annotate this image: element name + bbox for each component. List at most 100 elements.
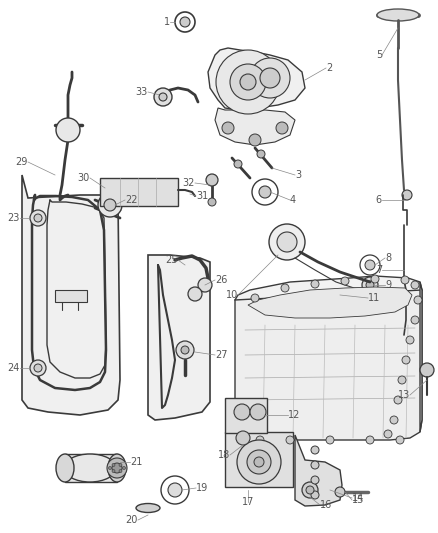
Circle shape [311, 461, 319, 469]
Circle shape [311, 280, 319, 288]
Text: 12: 12 [288, 410, 300, 420]
Circle shape [98, 193, 122, 217]
Text: 13: 13 [398, 390, 410, 400]
Text: 33: 33 [136, 87, 148, 97]
Circle shape [411, 316, 419, 324]
Circle shape [112, 470, 115, 473]
Circle shape [371, 275, 379, 283]
Text: 20: 20 [126, 515, 138, 525]
Circle shape [112, 464, 115, 466]
Text: 31: 31 [196, 191, 208, 201]
Circle shape [311, 476, 319, 484]
Circle shape [119, 470, 122, 473]
Polygon shape [248, 287, 412, 318]
Text: 29: 29 [16, 157, 28, 167]
Circle shape [420, 363, 434, 377]
Circle shape [326, 436, 334, 444]
Circle shape [247, 450, 271, 474]
Text: 16: 16 [320, 500, 332, 510]
Text: 9: 9 [385, 280, 391, 290]
Circle shape [311, 491, 319, 499]
Text: 30: 30 [78, 173, 90, 183]
Circle shape [360, 255, 380, 275]
Circle shape [109, 466, 112, 470]
Circle shape [306, 486, 314, 494]
Text: 5: 5 [376, 50, 382, 60]
Polygon shape [420, 282, 422, 432]
Ellipse shape [136, 504, 160, 513]
Circle shape [222, 122, 234, 134]
Text: 32: 32 [183, 178, 195, 188]
Circle shape [104, 199, 116, 211]
Text: 6: 6 [376, 195, 382, 205]
Circle shape [402, 190, 412, 200]
Bar [65, 454, 117, 482]
Circle shape [56, 118, 80, 142]
Circle shape [236, 431, 250, 445]
Circle shape [406, 336, 414, 344]
Ellipse shape [56, 454, 74, 482]
Text: 10: 10 [226, 290, 238, 300]
Circle shape [240, 74, 256, 90]
Circle shape [302, 482, 318, 498]
Ellipse shape [108, 454, 126, 482]
Circle shape [208, 198, 216, 206]
Circle shape [237, 440, 281, 484]
Polygon shape [22, 175, 120, 415]
Circle shape [159, 93, 167, 101]
Circle shape [394, 396, 402, 404]
Text: 8: 8 [385, 253, 391, 263]
Circle shape [396, 436, 404, 444]
Polygon shape [295, 435, 342, 506]
Circle shape [216, 50, 280, 114]
Circle shape [234, 404, 250, 420]
Circle shape [161, 476, 189, 504]
Circle shape [281, 284, 289, 292]
Circle shape [34, 364, 42, 372]
Circle shape [365, 260, 375, 270]
Text: 14: 14 [352, 493, 364, 503]
Text: 23: 23 [7, 213, 20, 223]
Circle shape [252, 179, 278, 205]
Text: 1: 1 [164, 17, 170, 27]
Circle shape [257, 150, 265, 158]
Bar [225, 432, 293, 487]
Text: 19: 19 [196, 483, 208, 493]
Polygon shape [148, 255, 210, 420]
Circle shape [250, 58, 290, 98]
Circle shape [390, 416, 398, 424]
Circle shape [180, 17, 190, 27]
Circle shape [341, 277, 349, 285]
Circle shape [112, 463, 122, 473]
Circle shape [269, 224, 305, 260]
Text: 2: 2 [326, 63, 332, 73]
Circle shape [175, 12, 195, 32]
Circle shape [398, 376, 406, 384]
Text: 15: 15 [352, 495, 364, 505]
Circle shape [123, 466, 126, 470]
Circle shape [181, 346, 189, 354]
Circle shape [411, 281, 419, 289]
Text: 27: 27 [215, 350, 227, 360]
Circle shape [34, 214, 42, 222]
Circle shape [107, 458, 127, 478]
Circle shape [277, 232, 297, 252]
Circle shape [366, 436, 374, 444]
Ellipse shape [64, 454, 116, 482]
Text: 22: 22 [125, 195, 138, 205]
Text: 24: 24 [7, 363, 20, 373]
Circle shape [286, 436, 294, 444]
Polygon shape [215, 108, 295, 145]
Circle shape [198, 278, 212, 292]
Circle shape [30, 210, 46, 226]
Circle shape [259, 186, 271, 198]
Text: 7: 7 [376, 265, 382, 275]
Text: 17: 17 [242, 497, 254, 507]
Polygon shape [235, 290, 422, 440]
Circle shape [256, 436, 264, 444]
Circle shape [249, 134, 261, 146]
Circle shape [384, 430, 392, 438]
Circle shape [230, 64, 266, 100]
Circle shape [276, 122, 288, 134]
Circle shape [188, 287, 202, 301]
